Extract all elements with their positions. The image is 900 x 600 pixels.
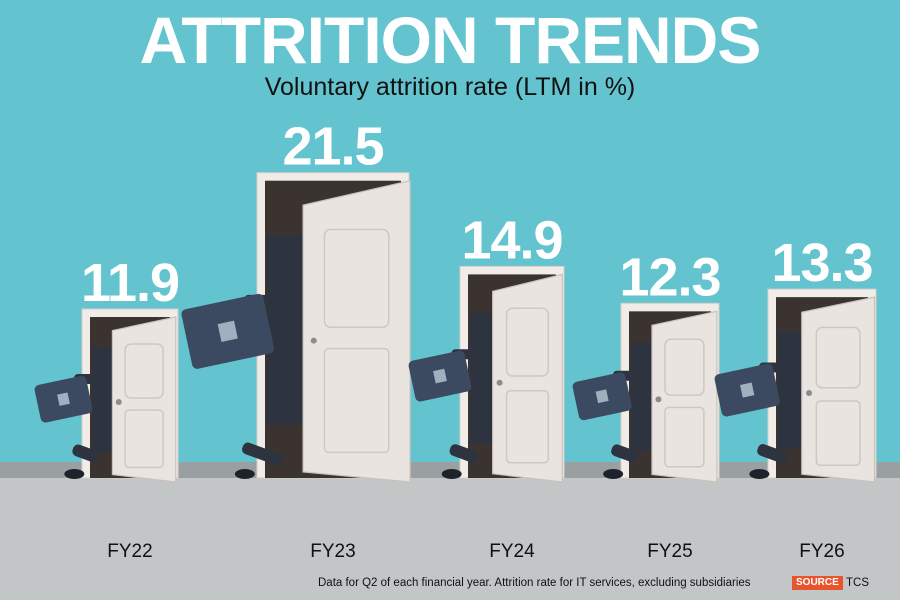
person-leg [449, 444, 479, 463]
door-inset-bottom [815, 400, 861, 466]
door-knob [115, 398, 122, 405]
door-inset-top [815, 326, 861, 389]
category-label: FY26 [799, 541, 844, 562]
briefcase-clasp [595, 389, 609, 404]
person-shoe [749, 469, 770, 479]
door-bar-fy26: 13.3 FY26 [714, 233, 877, 562]
door-bar-fy23: 21.5 FY23 [181, 117, 411, 562]
person-shoe [64, 469, 85, 479]
door-knob [655, 396, 662, 403]
briefcase-clasp [217, 320, 238, 342]
door-panel [111, 316, 177, 483]
door-bar-fy22: 11.9 FY22 [34, 253, 180, 562]
door-panel [651, 310, 718, 483]
briefcase-clasp [433, 368, 447, 384]
door-inset-top [505, 307, 550, 377]
door-knob [496, 379, 503, 386]
door-panel [492, 273, 563, 483]
person-leg [242, 442, 284, 466]
door-bar-fy25: 12.3 FY25 [572, 247, 722, 562]
value-label: 13.3 [771, 233, 872, 293]
source-value: TCS [846, 577, 869, 589]
door-bar-fy24: 14.9 FY24 [408, 210, 565, 562]
person-shoe [441, 469, 462, 479]
person-leg [611, 444, 639, 463]
briefcase-clasp [57, 392, 70, 406]
door-inset-top [664, 338, 705, 396]
category-label: FY24 [489, 541, 535, 562]
category-label: FY22 [107, 541, 152, 562]
category-label: FY23 [310, 541, 355, 562]
footnote: Data for Q2 of each financial year. Attr… [318, 577, 751, 589]
person-shoe [603, 469, 624, 479]
chart-subtitle: Voluntary attrition rate (LTM in %) [264, 73, 636, 101]
person-shoe [234, 469, 255, 479]
person-leg [757, 444, 787, 463]
value-label: 12.3 [619, 247, 720, 307]
door-knob [310, 337, 317, 344]
value-label: 11.9 [81, 253, 179, 313]
value-label: 14.9 [461, 210, 562, 270]
door-inset-bottom [323, 347, 390, 454]
floor-background [0, 462, 900, 600]
door-inset-top [323, 228, 390, 328]
category-label: FY25 [647, 541, 692, 562]
door-knob [806, 390, 813, 397]
door-inset-top [124, 343, 164, 399]
door-panel [801, 296, 876, 483]
person-leg [72, 444, 99, 463]
chart-title: ATTRITION TRENDS [139, 3, 762, 77]
value-label: 21.5 [282, 117, 383, 177]
door-inset-bottom [664, 406, 705, 468]
source-badge: SOURCE [792, 576, 843, 590]
briefcase-clasp [740, 382, 755, 398]
door-inset-bottom [505, 390, 550, 464]
door-inset-bottom [124, 409, 164, 469]
door-panel [302, 179, 411, 483]
